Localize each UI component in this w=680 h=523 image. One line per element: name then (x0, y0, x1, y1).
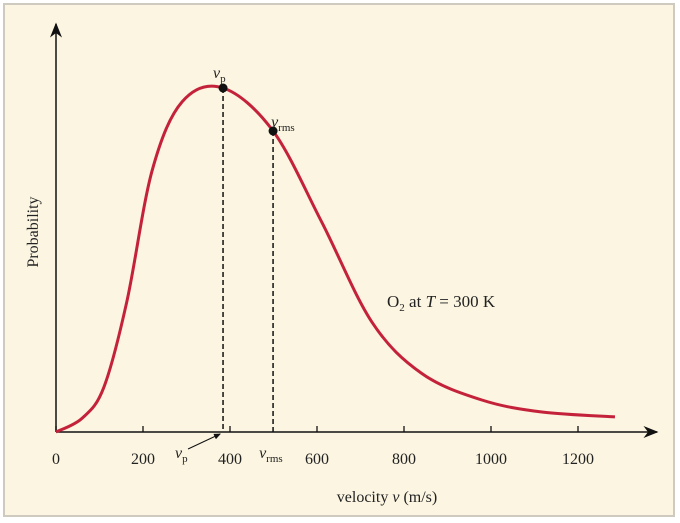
marker-point (218, 83, 228, 93)
y-axis-label: Probability (25, 196, 42, 267)
x-tick-label: 600 (305, 451, 329, 468)
maxwell-distribution-chart: 0 200 400 600 800 1000 1200 vp vp vrms vrms Proba… (25, 22, 659, 506)
axis-marker-label: vp (175, 445, 188, 465)
marker-label: vp (213, 65, 226, 85)
x-tick-label: 1000 (475, 451, 507, 468)
x-tick-label: 200 (131, 451, 155, 468)
pointer-arrow (187, 433, 221, 450)
chart-frame: 0 200 400 600 800 1000 1200 vp vp vrms vrms Proba… (3, 3, 675, 517)
x-tick-label: 400 (218, 451, 242, 468)
marker-label: vrms (271, 114, 295, 134)
x-tick-label: 0 (52, 451, 60, 468)
marker-point (268, 126, 278, 136)
annotation-o2: O2 at T = 300 K (387, 292, 496, 314)
x-tick-label: 1200 (562, 451, 594, 468)
axis-marker-label: vrms (259, 445, 283, 465)
x-tick-label: 800 (392, 451, 416, 468)
x-axis-label: velocity v (m/s) (337, 489, 437, 506)
series-curve (55, 84, 616, 434)
